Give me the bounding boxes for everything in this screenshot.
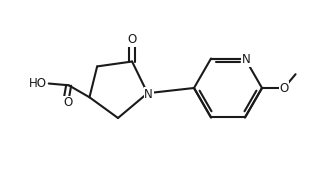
Text: HO: HO [29, 77, 47, 90]
Text: O: O [279, 81, 289, 95]
Text: N: N [242, 53, 250, 66]
Text: O: O [63, 97, 72, 109]
Text: O: O [127, 33, 137, 46]
Text: N: N [144, 88, 153, 101]
